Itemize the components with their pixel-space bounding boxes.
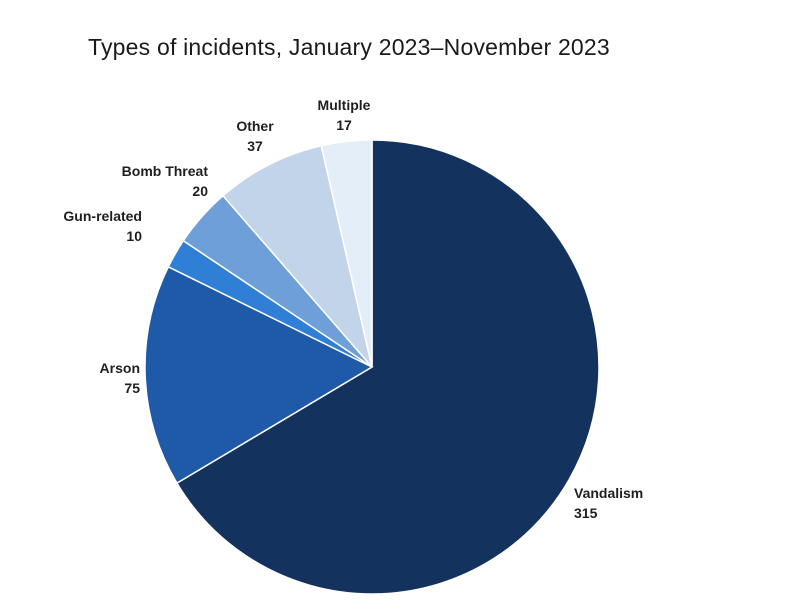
slice-label-arson: Arson 75: [100, 360, 141, 396]
chart-title: Types of incidents, January 2023–Novembe…: [88, 34, 610, 60]
pie-labels: Vandalism 315 Arson 75 Gun-related 10 Bomb Thr…: [63, 97, 643, 521]
slice-label-gun-related: Gun-related 10: [63, 208, 142, 244]
pie-slice-vandalism: [175, 139, 600, 595]
slice-label-multiple: Multiple 17: [318, 97, 371, 133]
pie-slice-other: [221, 144, 373, 368]
slice-label-bomb-threat: Bomb Threat 20: [122, 163, 209, 199]
pie-slices: [144, 139, 600, 595]
pie-slice-multiple: [320, 139, 373, 368]
slice-label-other: Other 37: [236, 118, 274, 154]
pie-slice-arson: [144, 265, 374, 485]
slice-label-vandalism: Vandalism 315: [574, 485, 643, 521]
